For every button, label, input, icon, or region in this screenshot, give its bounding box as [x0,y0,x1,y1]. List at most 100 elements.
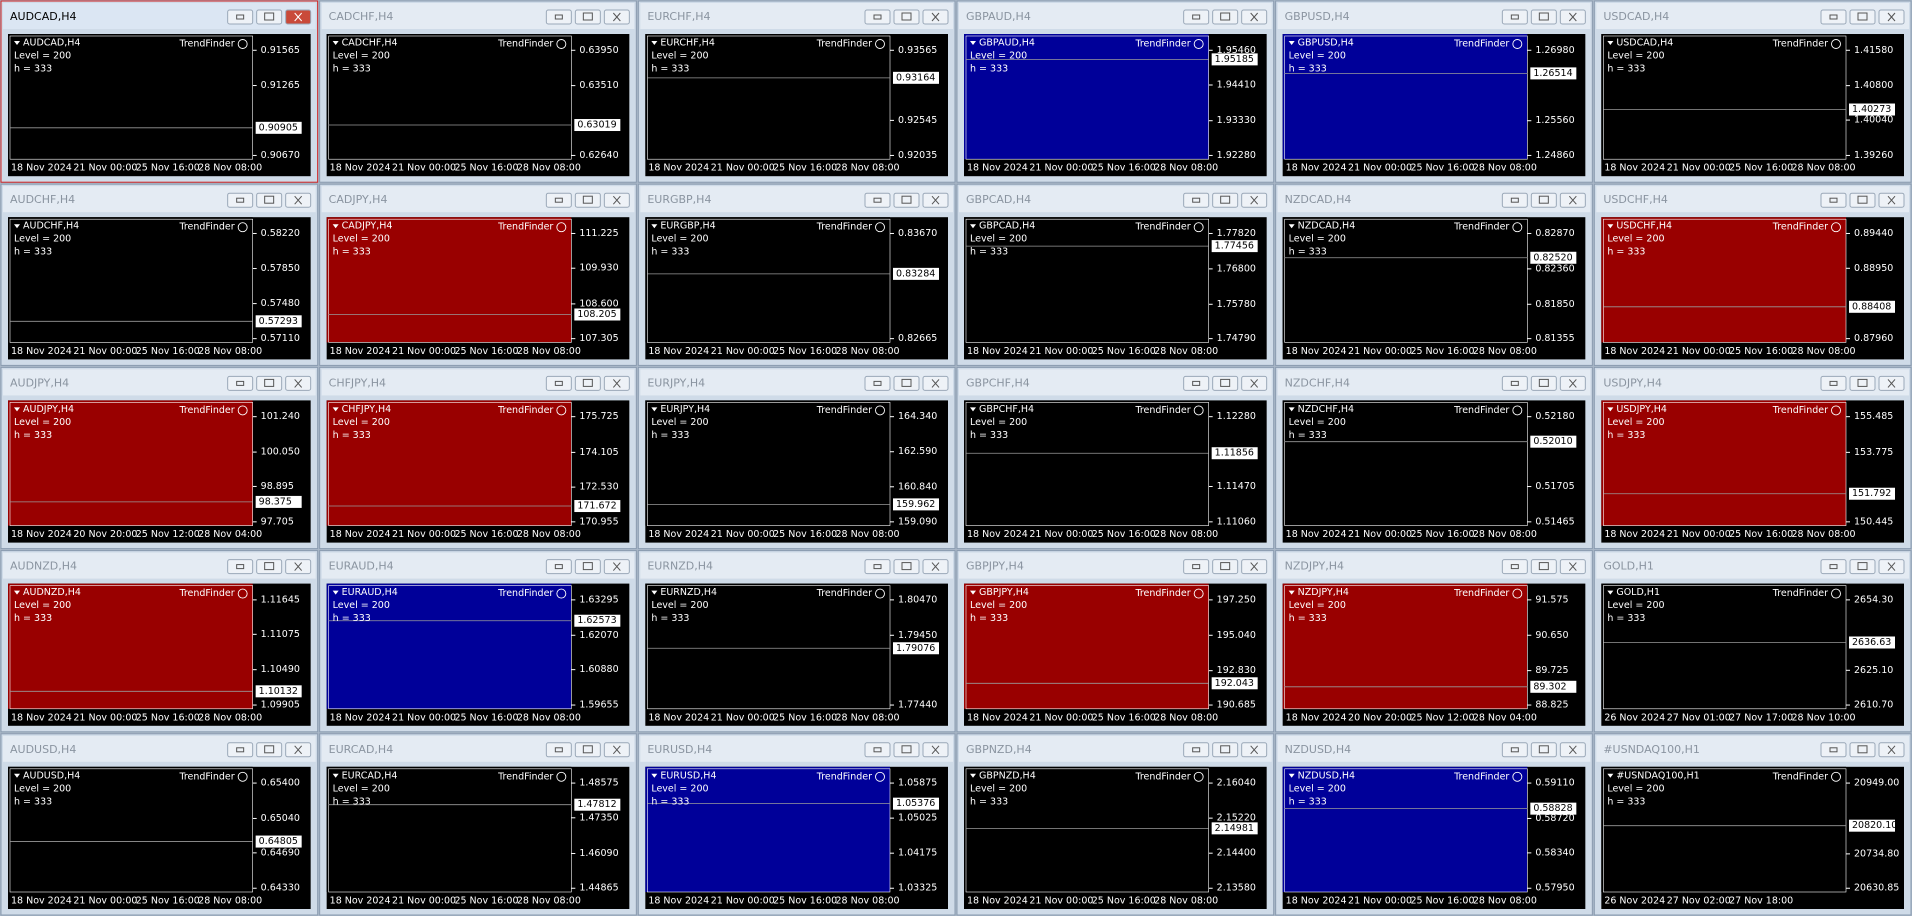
maximize-button[interactable] [574,9,601,25]
minimize-button[interactable] [1501,559,1528,575]
menu-arrow[interactable] [1288,773,1295,778]
chart-window[interactable]: AUDCHF,H4 0.58220 0.57850 0.57480 0.57110 0.5… [0,183,319,366]
menu-arrow[interactable] [1288,41,1295,45]
minimize-button[interactable] [545,375,572,391]
chart-window[interactable]: USDCHF,H4 0.89440 0.88950 0.87960 0.88408 18 … [1593,183,1912,366]
minimize-button[interactable] [1501,9,1528,25]
chart-window[interactable]: NZDUSD,H4 0.59110 0.58720 0.58340 0.57950 0.5… [1275,733,1593,916]
maximize-button[interactable] [256,9,283,25]
minimize-button[interactable] [545,192,572,208]
maximize-button[interactable] [1849,192,1876,208]
maximize-button[interactable] [1530,559,1557,575]
maximize-button[interactable] [1212,9,1239,25]
minimize-button[interactable] [1820,375,1847,391]
menu-arrow[interactable] [332,224,339,229]
menu-arrow[interactable] [651,590,658,595]
chart-window[interactable]: GBPAUD,H4 1.95460 1.94410 1.93330 1.92280 1.9… [956,0,1275,183]
maximize-button[interactable] [1212,192,1239,208]
chart-window[interactable]: CHFJPY,H4 175.725 174.105 172.530 170.955 171… [319,366,637,550]
menu-arrow[interactable] [651,224,658,229]
maximize-button[interactable] [893,559,920,575]
maximize-button[interactable] [574,375,601,391]
chart-window[interactable]: GBPUSD,H4 1.26980 1.25560 1.24860 1.26514 18 … [1275,0,1593,183]
minimize-button[interactable] [864,559,891,575]
chart-window[interactable]: EURGBP,H4 0.83670 0.82665 0.83284 18 Nov 202… [637,183,956,366]
minimize-button[interactable] [1183,742,1210,758]
chart-window[interactable]: NZDJPY,H4 91.575 90.650 89.725 88.825 89.302 1… [1275,550,1593,733]
minimize-button[interactable] [864,742,891,758]
chart-window[interactable]: EURUSD,H4 1.05875 1.05025 1.04175 1.03325 1.0… [637,733,956,916]
maximize-button[interactable] [893,742,920,758]
maximize-button[interactable] [1849,375,1876,391]
chart-window[interactable]: CADCHF,H4 0.63950 0.63510 0.62640 0.63019 18 … [319,0,637,183]
menu-arrow[interactable] [651,41,658,45]
maximize-button[interactable] [1212,742,1239,758]
minimize-button[interactable] [227,375,254,391]
maximize-button[interactable] [1849,559,1876,575]
maximize-button[interactable] [893,192,920,208]
chart-window[interactable]: GOLD,H1 2654.30 2625.10 2610.70 2636.63 26 No… [1593,550,1912,733]
menu-arrow[interactable] [1288,407,1295,412]
maximize-button[interactable] [256,742,283,758]
minimize-button[interactable] [1183,192,1210,208]
chart-window[interactable]: #USNDAQ100,H1 20949.00 20734.80 20630.85 208… [1593,733,1912,916]
chart-window[interactable]: AUDCAD,H4 0.91565 0.91265 0.90670 0.90905 18 … [0,0,319,183]
menu-arrow[interactable] [14,773,20,778]
chart-window[interactable]: CADJPY,H4 111.225 109.930 108.600 107.305 108… [319,183,637,366]
maximize-button[interactable] [1530,9,1557,25]
menu-arrow[interactable] [1607,224,1614,229]
menu-arrow[interactable] [14,41,20,45]
minimize-button[interactable] [227,9,254,25]
minimize-button[interactable] [864,192,891,208]
chart-window[interactable]: USDCAD,H4 1.41580 1.40800 1.40040 1.39260 1.4… [1593,0,1912,183]
minimize-button[interactable] [227,742,254,758]
minimize-button[interactable] [545,559,572,575]
maximize-button[interactable] [256,192,283,208]
maximize-button[interactable] [1530,375,1557,391]
menu-arrow[interactable] [332,590,339,595]
menu-arrow[interactable] [970,773,976,778]
chart-window[interactable]: USDJPY,H4 155.485 153.775 150.445 151.792 18 … [1593,366,1912,550]
menu-arrow[interactable] [651,773,658,778]
chart-window[interactable]: AUDNZD,H4 1.11645 1.11075 1.10490 1.09905 1.1… [0,550,319,733]
minimize-button[interactable] [1183,375,1210,391]
chart-window[interactable]: EURCHF,H4 0.93565 0.92545 0.92035 0.93164 18 … [637,0,956,183]
minimize-button[interactable] [545,9,572,25]
maximize-button[interactable] [256,375,283,391]
maximize-button[interactable] [1212,559,1239,575]
chart-window[interactable]: GBPJPY,H4 197.250 195.040 192.830 190.685 192… [956,550,1275,733]
menu-arrow[interactable] [14,407,20,412]
minimize-button[interactable] [1820,559,1847,575]
chart-window[interactable]: NZDCHF,H4 0.52180 0.51705 0.51465 0.52010 18 … [1275,366,1593,550]
chart-window[interactable]: GBPNZD,H4 2.16040 2.15220 2.14400 2.13580 2.1… [956,733,1275,916]
minimize-button[interactable] [864,9,891,25]
chart-window[interactable]: AUDUSD,H4 0.65400 0.65040 0.64690 0.64330 0.6… [0,733,319,916]
minimize-button[interactable] [1820,192,1847,208]
menu-arrow[interactable] [970,407,976,412]
maximize-button[interactable] [574,192,601,208]
menu-arrow[interactable] [1607,773,1614,778]
chart-window[interactable]: AUDJPY,H4 101.240 100.050 98.895 97.705 98.37… [0,366,319,550]
chart-window[interactable]: NZDCAD,H4 0.82870 0.82360 0.81850 0.81355 0.8… [1275,183,1593,366]
chart-window[interactable]: EURNZD,H4 1.80470 1.79450 1.77440 1.79076 18 … [637,550,956,733]
menu-arrow[interactable] [970,224,976,229]
maximize-button[interactable] [1212,375,1239,391]
menu-arrow[interactable] [332,407,339,412]
minimize-button[interactable] [545,742,572,758]
minimize-button[interactable] [1183,9,1210,25]
minimize-button[interactable] [864,375,891,391]
maximize-button[interactable] [893,9,920,25]
menu-arrow[interactable] [1607,407,1614,412]
chart-window[interactable]: GBPCHF,H4 1.12280 1.11470 1.11060 1.11856 18 … [956,366,1275,550]
menu-arrow[interactable] [1288,224,1295,229]
chart-window[interactable]: EURAUD,H4 1.63295 1.62070 1.60880 1.59655 1.6… [319,550,637,733]
chart-window[interactable]: EURJPY,H4 164.340 162.590 160.840 159.090 159… [637,366,956,550]
minimize-button[interactable] [1501,742,1528,758]
menu-arrow[interactable] [1607,41,1614,45]
maximize-button[interactable] [256,559,283,575]
menu-arrow[interactable] [332,773,339,778]
minimize-button[interactable] [1501,192,1528,208]
chart-window[interactable]: EURCAD,H4 1.48575 1.47350 1.46090 1.44865 1.4… [319,733,637,916]
menu-arrow[interactable] [332,41,339,45]
menu-arrow[interactable] [1288,590,1295,595]
